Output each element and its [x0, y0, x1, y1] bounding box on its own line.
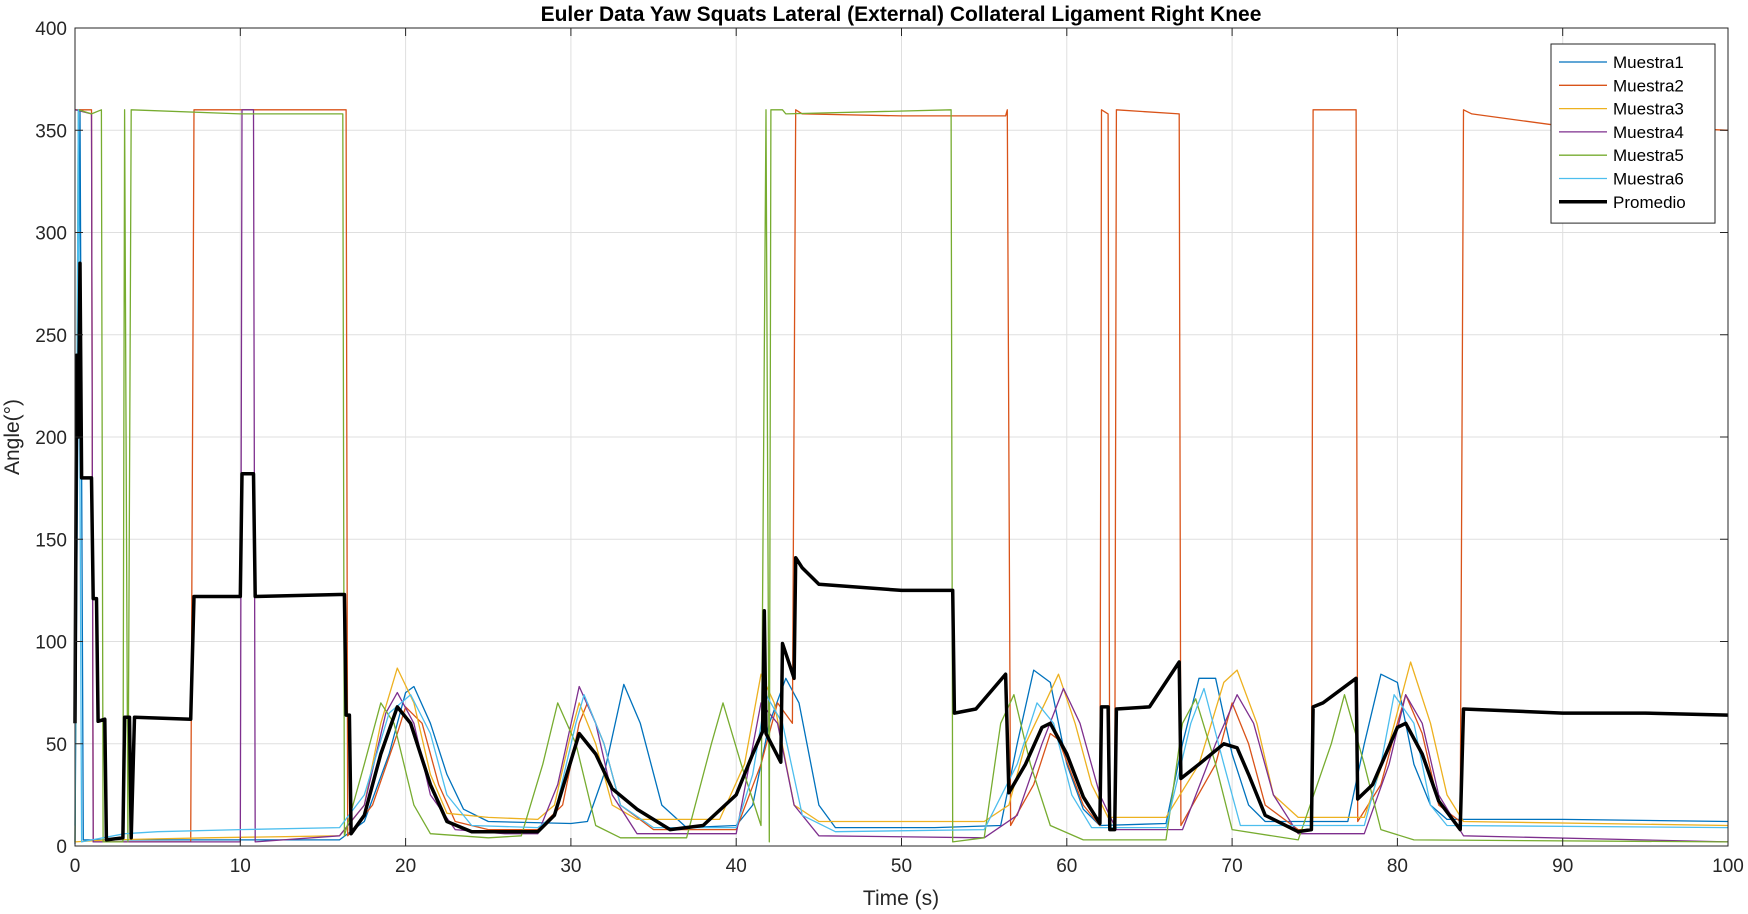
y-tick-label: 200 [35, 428, 67, 449]
x-tick-label: 90 [1552, 856, 1573, 877]
y-tick-label: 300 [35, 224, 67, 245]
y-tick-label: 250 [35, 326, 67, 347]
series-line-promedio [73, 261, 1729, 842]
x-tick-label: 50 [891, 856, 912, 877]
y-tick-label: 0 [56, 837, 67, 858]
legend-label: Muestra2 [1613, 76, 1684, 95]
y-tick-label: 350 [35, 121, 67, 142]
y-tick-label: 150 [35, 530, 67, 551]
x-tick-label: 10 [230, 856, 251, 877]
legend-label: Muestra4 [1613, 123, 1684, 142]
x-axis-title: Time (s) [863, 887, 939, 910]
legend-box [1550, 43, 1716, 224]
x-tick-label: 100 [1712, 856, 1744, 877]
x-tick-label: 30 [560, 856, 581, 877]
x-tick-label: 20 [395, 856, 416, 877]
series-line-muestra5 [74, 109, 1729, 843]
legend-label: Muestra3 [1613, 100, 1684, 119]
y-axis-title: Angle(°) [1, 399, 24, 475]
series-layer [73, 109, 1729, 845]
legend-label: Muestra1 [1613, 53, 1684, 72]
x-tick-label: 0 [70, 856, 81, 877]
axis-ticks: 0 10 20 30 40 50 60 70 80 90 100 0 50 100 150 200 250 300… [35, 19, 1744, 877]
legend-label: Muestra6 [1613, 170, 1684, 189]
series-line-muestra3 [74, 661, 1729, 843]
x-tick-label: 70 [1222, 856, 1243, 877]
x-tick-label: 40 [726, 856, 747, 877]
x-tick-label: 80 [1387, 856, 1408, 877]
legend: Muestra1 Muestra2 Muestra3 Muestra4 Muestra5… [1550, 43, 1716, 224]
y-tick-label: 400 [35, 19, 67, 40]
legend-label: Muestra5 [1613, 146, 1684, 165]
chart-title: Euler Data Yaw Squats Lateral (External)… [541, 3, 1262, 26]
legend-label: Promedio [1613, 193, 1686, 212]
y-tick-label: 100 [35, 633, 67, 654]
y-tick-label: 50 [46, 735, 67, 756]
x-tick-label: 60 [1056, 856, 1077, 877]
